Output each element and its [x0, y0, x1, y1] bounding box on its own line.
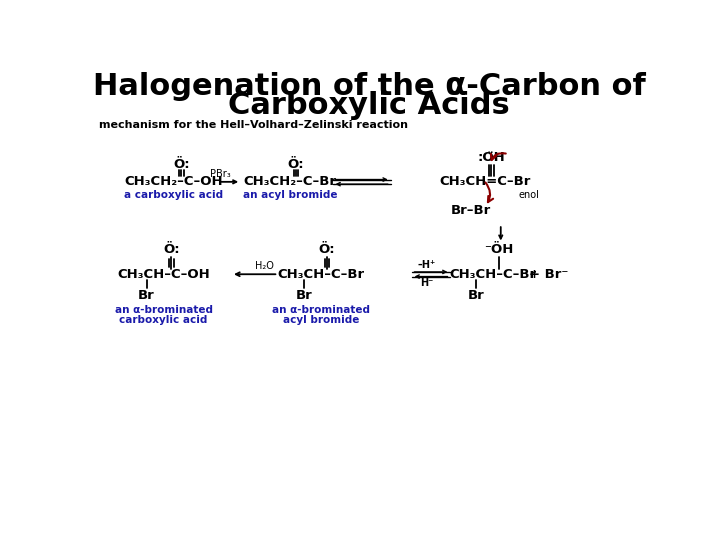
Text: Halogenation of the α-Carbon of: Halogenation of the α-Carbon of	[93, 72, 645, 101]
Text: carboxylic acid: carboxylic acid	[120, 315, 208, 325]
Text: Ö:: Ö:	[163, 243, 180, 256]
Text: an α-brominated: an α-brominated	[272, 306, 370, 315]
Text: CH₃CH₂–C–Br: CH₃CH₂–C–Br	[243, 176, 336, 188]
Text: Br–Br: Br–Br	[451, 204, 492, 217]
Text: enol: enol	[519, 190, 540, 200]
Text: H₂O: H₂O	[255, 261, 274, 271]
Text: CH₃CH=C–Br: CH₃CH=C–Br	[440, 176, 531, 188]
Text: Br: Br	[138, 288, 155, 301]
Text: Ö:: Ö:	[319, 243, 336, 256]
Text: Ö:: Ö:	[288, 158, 305, 171]
Text: mechanism for the Hell–Volhard–Zelinski reaction: mechanism for the Hell–Volhard–Zelinski …	[99, 120, 408, 130]
Text: Ö:: Ö:	[173, 158, 190, 171]
Text: H⁻: H⁻	[420, 278, 433, 288]
Text: :ÖH: :ÖH	[477, 151, 505, 164]
Text: CH₃CH₂–C–OH: CH₃CH₂–C–OH	[125, 176, 223, 188]
Text: + Br⁻: + Br⁻	[529, 268, 569, 281]
Text: Br: Br	[467, 288, 485, 301]
Text: CH₃CH–C–OH: CH₃CH–C–OH	[117, 268, 210, 281]
Text: Carboxylic Acids: Carboxylic Acids	[228, 91, 510, 120]
Text: –H⁺: –H⁺	[418, 260, 436, 270]
Text: an α-brominated: an α-brominated	[114, 306, 212, 315]
Text: Br: Br	[295, 288, 312, 301]
Text: acyl bromide: acyl bromide	[283, 315, 359, 325]
Text: ⁻ÖH: ⁻ÖH	[485, 243, 514, 256]
Text: PBr₃: PBr₃	[210, 169, 230, 179]
Text: a carboxylic acid: a carboxylic acid	[124, 190, 223, 200]
Text: CH₃CH–C–Br: CH₃CH–C–Br	[449, 268, 536, 281]
Text: CH₃CH–C–Br: CH₃CH–C–Br	[277, 268, 364, 281]
Text: an acyl bromide: an acyl bromide	[243, 190, 337, 200]
